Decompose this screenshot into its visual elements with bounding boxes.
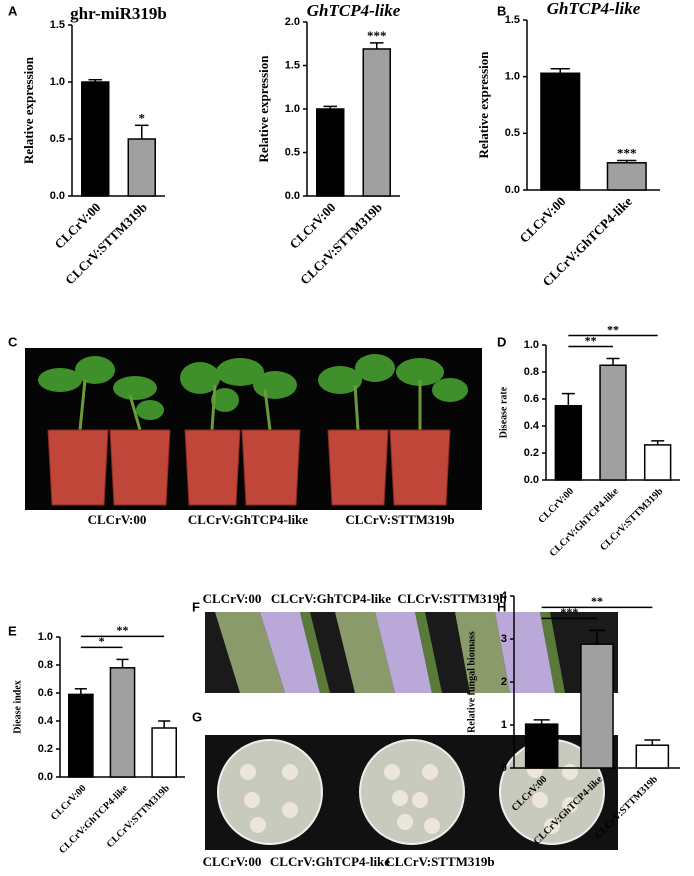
y-tick-label: 0.8: [524, 366, 539, 378]
panel-letter: C: [8, 334, 18, 349]
bar: [635, 744, 670, 769]
y-tick-label: 0: [501, 762, 507, 774]
bar: [81, 81, 110, 197]
chart-title: ghr-miR319b: [70, 4, 167, 23]
panel-letter: E: [8, 623, 17, 638]
significance: ***: [367, 28, 387, 43]
x-tick-label: CLCrV:00: [516, 194, 568, 246]
bar: [316, 108, 345, 197]
significance: **: [585, 333, 597, 347]
photo-caption: CLCrV:00: [203, 591, 262, 606]
y-tick-label: 0.8: [38, 659, 53, 671]
y-tick-label: 1.0: [285, 103, 300, 115]
y-tick-label: 1.0: [505, 71, 520, 83]
y-tick-label: 0.5: [505, 127, 520, 139]
bar: [580, 643, 614, 769]
y-axis-label: Disease rate: [498, 386, 509, 438]
photo-plants: CLCrV:00 CLCrV:GhTCP4-like CLCrV:STTM319…: [25, 348, 482, 527]
y-axis-label: Relative expression: [21, 56, 36, 164]
y-tick-label: 0.6: [524, 393, 539, 405]
y-tick-label: 1.0: [524, 339, 539, 351]
panel-letter: D: [497, 334, 506, 349]
y-tick-label: 0.4: [524, 420, 540, 432]
y-tick-label: 0.6: [38, 687, 53, 699]
bar: [109, 667, 136, 778]
photo-caption: CLCrV:00: [203, 854, 262, 869]
y-axis-label: Relative fungal biomass: [466, 631, 477, 733]
x-tick-label: CLCrV:00: [536, 486, 576, 526]
y-tick-label: 4: [501, 590, 508, 602]
photo-caption: CLCrV:STTM319b: [385, 854, 494, 869]
y-tick-label: 0.0: [50, 190, 65, 202]
photo-caption: CLCrV:GhTCP4-like: [271, 591, 391, 606]
y-tick-label: 0.4: [38, 715, 54, 727]
panel-letter: F: [192, 599, 200, 614]
photo-caption: CLCrV:GhTCP4-like: [270, 854, 390, 869]
y-tick-label: 0.5: [50, 133, 65, 145]
y-axis-label: Relative expression: [256, 55, 271, 163]
y-tick-label: 1.5: [50, 19, 65, 31]
significance: *: [139, 110, 146, 125]
y-tick-label: 0.2: [524, 447, 539, 459]
x-tick-label: CLCrV:GhTCP4-like: [57, 783, 131, 857]
bar: [127, 138, 156, 197]
panel-letter: A: [8, 3, 18, 18]
y-tick-label: 2: [501, 676, 507, 688]
bar: [643, 444, 672, 481]
y-tick-label: 2.0: [285, 16, 300, 28]
panel-letter: G: [192, 709, 202, 724]
bar: [599, 364, 627, 481]
photo-caption: CLCrV:GhTCP4-like: [188, 512, 308, 527]
significance: ***: [560, 605, 578, 619]
bar: [68, 693, 94, 778]
y-axis-label: Diease index: [12, 680, 23, 734]
y-tick-label: 0.0: [285, 190, 300, 202]
x-tick-label: CLCrV:STTM319b: [62, 200, 150, 288]
chart-title: GhTCP4-like: [307, 1, 401, 20]
y-tick-label: 1.5: [505, 14, 520, 26]
y-axis-label: Relative expression: [476, 51, 491, 159]
significance: **: [591, 594, 603, 608]
photo-caption: CLCrV:STTM319b: [397, 591, 506, 606]
photo-caption: CLCrV:STTM319b: [345, 512, 454, 527]
chart-title: GhTCP4-like: [547, 0, 641, 18]
panel-letter: B: [497, 3, 506, 18]
photo-caption: CLCrV:00: [88, 512, 147, 527]
panel-letter: H: [497, 599, 506, 614]
y-tick-label: 1.0: [50, 76, 65, 88]
significance: ***: [617, 146, 637, 161]
y-tick-label: 1: [501, 719, 507, 731]
x-tick-label: CLCrV:00: [49, 783, 89, 823]
bar: [151, 727, 177, 778]
y-tick-label: 0.0: [38, 771, 53, 783]
bar: [606, 162, 647, 191]
y-tick-label: 0.0: [505, 184, 520, 196]
y-tick-label: 0.0: [524, 474, 539, 486]
y-tick-label: 3: [501, 633, 507, 645]
significance: **: [607, 322, 619, 336]
y-tick-label: 0.2: [38, 743, 53, 755]
photo-stems: CLCrV:00 CLCrV:GhTCP4-like CLCrV:STTM319…: [203, 591, 618, 693]
bar: [554, 405, 583, 481]
y-tick-label: 1.0: [38, 631, 53, 643]
y-tick-label: 1.5: [285, 59, 300, 71]
significance: *: [99, 634, 105, 648]
bar: [362, 48, 391, 197]
bar: [524, 723, 559, 769]
significance: **: [117, 623, 129, 637]
x-tick-label: CLCrV:STTM319b: [297, 200, 385, 288]
y-tick-label: 0.5: [285, 146, 300, 158]
bar: [540, 72, 581, 191]
